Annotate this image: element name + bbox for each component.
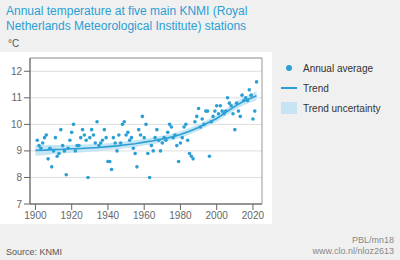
svg-text:11: 11: [12, 92, 23, 103]
svg-text:1960: 1960: [133, 210, 156, 221]
html-text:Annual temperature at five mai: Annual temperature at five main KNMI (Ro…: [6, 4, 248, 18]
svg-text:7: 7: [16, 199, 22, 210]
html-text:Source: KNMI: Source: KNMI: [6, 247, 62, 257]
html-text:°C: °C: [8, 38, 20, 49]
html-text:Netherlands Meteorological Ins: Netherlands Meteorological Institute) st…: [6, 19, 247, 33]
html-text:Annual average: Annual average: [303, 62, 374, 74]
svg-text:1900: 1900: [24, 210, 47, 221]
svg-text:2020: 2020: [242, 210, 265, 221]
svg-text:1920: 1920: [61, 210, 84, 221]
svg-text:9: 9: [16, 145, 22, 156]
html-text:www.clo.nl/nloz2613: www.clo.nl/nloz2613: [312, 246, 394, 256]
svg-text:8: 8: [16, 172, 22, 183]
svg-text:12: 12: [11, 66, 23, 77]
html-text:Trend: Trend: [303, 82, 329, 94]
svg-text:1940: 1940: [97, 210, 120, 221]
html-text:PBL/mn18: PBL/mn18: [352, 235, 394, 245]
html-text:Trend uncertainty: Trend uncertainty: [303, 102, 381, 114]
svg-text:1980: 1980: [169, 210, 192, 221]
svg-text:10: 10: [11, 119, 23, 130]
svg-text:2000: 2000: [206, 210, 229, 221]
